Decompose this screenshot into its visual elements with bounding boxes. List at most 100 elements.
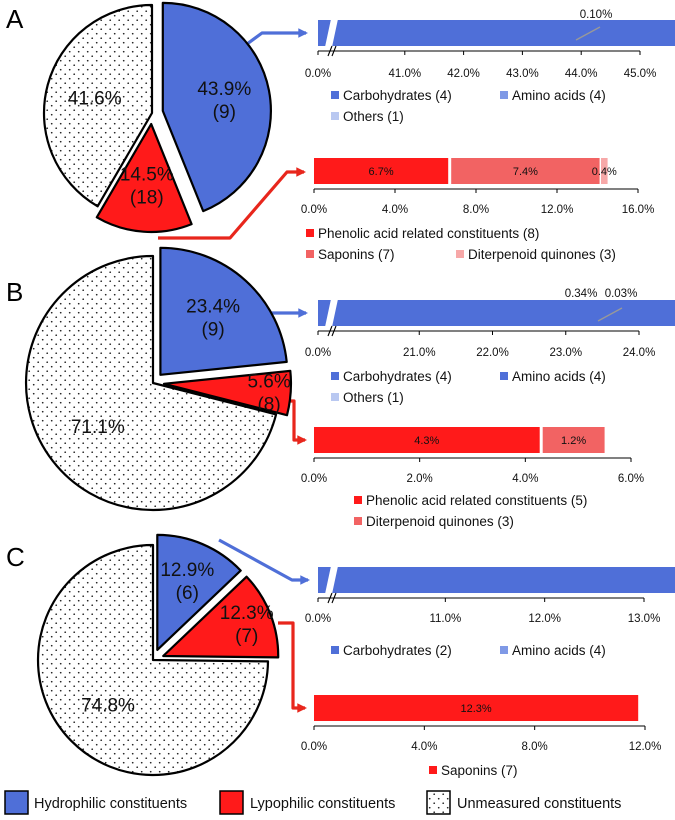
bar-legend-label-c-hydrophilic-1: Carbohydrates (2) [343, 643, 452, 658]
bar-tick-label-c-hydrophilic: 0.0% [305, 613, 331, 625]
connector-arrow-a-lypophilic [158, 170, 304, 240]
connector-arrow-a-hydrophilic-head [298, 28, 308, 38]
bar-segment-c-lypophilic-1 [314, 695, 639, 721]
pie-a-count-hydrophilic: (9) [213, 102, 236, 123]
connector-arrow-b-lypophilic-head [297, 435, 307, 445]
bar-legend-swatch-a-hydrophilic-1 [331, 91, 339, 99]
bar-legend-label-a-hydrophilic-2: Amino acids (4) [512, 88, 606, 103]
bar-chart-c-hydrophilic: 0.0%11.0%12.0%13.0%12.5%0.32%Carbohydrat… [305, 566, 675, 658]
bar-tick-label-b-hydrophilic: 0.0% [305, 347, 331, 359]
bar-legend-swatch-a-hydrophilic-3 [331, 112, 339, 120]
pie-c-count-lypophilic: (7) [235, 626, 258, 647]
bar-chart-a-lypophilic: 0.0% 4.0% 8.0% 12.0% 16.0% 6.7% 7.4% 0.4% Phenol… [301, 158, 654, 262]
pie-c-label-unmeasured: 74.8% [81, 695, 135, 716]
bottom-legend: Hydrophilic constituents Lypophilic cons… [4, 790, 621, 815]
pie-b-slice-unmeasured [25, 254, 278, 512]
axis-break-mark-a-hydrophilic [331, 45, 337, 57]
bar-leader-line-b-hydrophilic [597, 307, 623, 322]
panel-letter-b: B [6, 277, 23, 307]
bar-segment-b-lypophilic-1 [314, 427, 540, 453]
pie-b-count-hydrophilic: (9) [201, 319, 224, 340]
pie-b-slice-hydrophilic [159, 246, 288, 376]
bar-tick-label-a-lypophilic: 16.0% [622, 204, 655, 216]
bar-value-label-a-hydrophilic-3: 0.10% [580, 9, 613, 21]
bar-legend-swatch-b-hydrophilic-1 [331, 372, 339, 380]
bar-value-label-b-lypophilic-2: 1.2% [561, 435, 586, 447]
connector-arrow-b-hydrophilic-head [298, 308, 308, 318]
bar-tick-label-b-lypophilic: 0.0% [301, 473, 327, 485]
bar-legend-swatch-b-hydrophilic-2 [500, 372, 508, 380]
legend-swatch-hydrophilic [4, 790, 29, 815]
bar-tick-label-c-lypophilic: 4.0% [411, 741, 437, 753]
pie-b-slice-lypophilic [162, 369, 292, 417]
axis-break-mark-b-hydrophilic [331, 325, 337, 337]
axis-break-mark-c-hydrophilic [327, 592, 333, 604]
axis-break-mark-a-hydrophilic [327, 45, 333, 57]
connector-arrow-a-lypophilic-head [296, 167, 306, 177]
bar-legend-swatch-c-hydrophilic-1 [331, 646, 339, 654]
bar-tick-label-a-hydrophilic: 43.0% [506, 68, 539, 80]
bar-tick-label-c-lypophilic: 12.0% [629, 741, 662, 753]
bar-segment-a-lypophilic-2 [451, 158, 600, 184]
bar-chart-c-lypophilic: 0.0% 4.0% 8.0% 12.0% 12.3% Saponins (7) [301, 695, 661, 778]
bar-chart-b-lypophilic: 0.0% 2.0% 4.0% 6.0% 4.3% 1.2% Phenolic acid re… [301, 427, 644, 529]
pie-c-label-lypophilic: 12.3% [220, 603, 274, 624]
bar-tick-label-a-hydrophilic: 41.0% [388, 68, 421, 80]
axis-break-mark-b-hydrophilic [327, 325, 333, 337]
bar-value-label-a-lypophilic-2: 7.4% [513, 166, 538, 178]
pie-layer: 43.9%(9)14.5%(18)41.6%23.4%(9)5.6%(8)71.… [25, 1, 292, 777]
bar-value-label-b-hydrophilic-2: 0.34% [565, 288, 598, 300]
bar-legend-label-a-hydrophilic-3: Others (1) [343, 109, 404, 124]
bar-tick-label-b-hydrophilic: 22.0% [476, 347, 509, 359]
bar-legend-label-a-lypophilic-3: Diterpenoid quinones (3) [468, 247, 616, 262]
legend-label-lypophilic: Lypophilic constituents [250, 796, 395, 812]
bar-legend-label-b-hydrophilic-1: Carbohydrates (4) [343, 369, 452, 384]
bar-leader-line-a-hydrophilic [575, 26, 601, 41]
legend-label-hydrophilic: Hydrophilic constituents [34, 796, 187, 812]
bar-legend-swatch-b-hydrophilic-3 [331, 393, 339, 401]
pie-a-label-unmeasured: 41.6% [68, 89, 122, 110]
bar-segment-a-lypophilic-3 [601, 158, 608, 184]
bar-tick-label-a-lypophilic: 0.0% [301, 204, 327, 216]
bar-tick-label-a-lypophilic: 8.0% [463, 204, 489, 216]
bar-break-gap-b-hydrophilic [325, 299, 338, 327]
bar-segment-a-lypophilic-1 [314, 158, 449, 184]
pie-c-count-hydrophilic: (6) [176, 583, 199, 604]
pie-a-label-hydrophilic: 43.9% [197, 79, 251, 100]
pie-c-slice-hydrophilic [156, 533, 242, 651]
bar-break-gap-c-hydrophilic [325, 566, 338, 594]
legend-swatch-unmeasured [426, 790, 451, 815]
pie-a-slice-hydrophilic [161, 1, 272, 213]
panel-letter-a: A [6, 4, 24, 34]
bar-tick-label-a-hydrophilic: 42.0% [447, 68, 480, 80]
connector-arrow-c-lypophilic [278, 621, 305, 710]
bar-tick-label-a-hydrophilic: 0.0% [305, 68, 331, 80]
bar-legend-swatch-b-lypophilic-1 [354, 496, 362, 504]
pie-b-label-lypophilic: 5.6% [247, 372, 290, 393]
bar-tick-label-b-hydrophilic: 24.0% [623, 347, 656, 359]
bar-value-label-a-lypophilic-3: 0.4% [592, 166, 617, 178]
bar-legend-label-b-lypophilic-2: Diterpenoid quinones (3) [366, 514, 514, 529]
bar-tick-label-b-hydrophilic: 21.0% [403, 347, 436, 359]
bar-tick-label-c-hydrophilic: 12.0% [528, 613, 561, 625]
connector-arrow-a-hydrophilic [242, 31, 306, 49]
legend-label-unmeasured: Unmeasured constituents [457, 796, 621, 812]
bar-legend-label-c-hydrophilic-2: Amino acids (4) [512, 643, 606, 658]
bar-tick-label-b-hydrophilic: 23.0% [549, 347, 582, 359]
pie-c-slice-unmeasured [36, 543, 270, 777]
bar-value-label-b-hydrophilic-3: 0.03% [605, 288, 638, 300]
bar-legend-swatch-a-lypophilic-2 [306, 250, 314, 258]
bar-tick-label-a-hydrophilic: 45.0% [624, 68, 657, 80]
pie-chart-c: 12.9%(6) 12.3%(7) 74.8% [36, 533, 280, 777]
bar-legend-label-b-hydrophilic-2: Amino acids (4) [512, 369, 606, 384]
bar-legend-label-a-lypophilic-1: Phenolic acid related constituents (8) [318, 226, 539, 241]
pie-c-label-hydrophilic: 12.9% [160, 560, 214, 581]
bar-tick-label-a-lypophilic: 12.0% [541, 204, 574, 216]
bar-break-gap-a-hydrophilic [325, 19, 338, 47]
pie-a-slice-unmeasured [42, 3, 154, 208]
pie-a-count-lypophilic: (18) [130, 187, 164, 208]
bar-segment-c-hydrophilic-1 [318, 567, 675, 593]
pie-a-label-lypophilic: 14.5% [120, 164, 174, 185]
bar-value-label-b-lypophilic-1: 4.3% [414, 435, 439, 447]
